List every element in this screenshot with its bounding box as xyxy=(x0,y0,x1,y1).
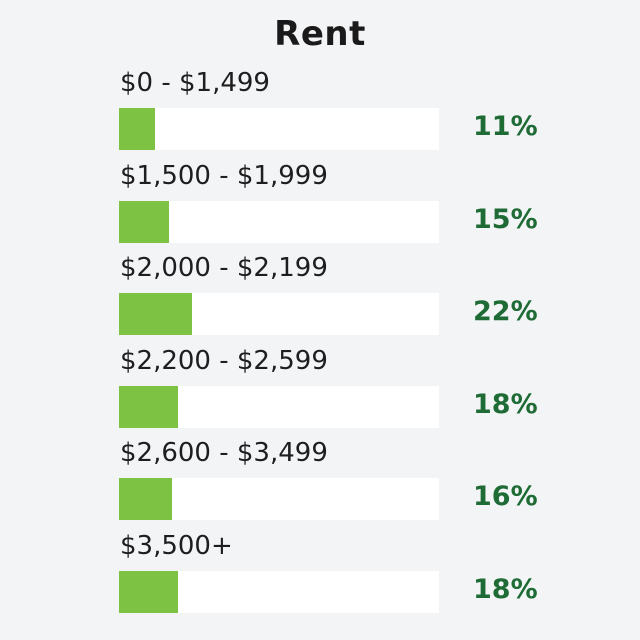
bar-fill xyxy=(119,108,156,150)
bar-fill xyxy=(119,293,192,335)
bar-track xyxy=(119,293,439,335)
bar-track xyxy=(119,570,439,613)
bar-value-label: 18% xyxy=(473,388,538,420)
bar-row: $1,500 - $1,999 15% xyxy=(0,161,640,251)
chart-title: Rent xyxy=(274,14,366,54)
bar-category-label: $2,600 - $3,499 xyxy=(120,438,328,468)
bar-row: $3,500+ 18% xyxy=(0,531,640,621)
bar-track xyxy=(119,108,439,150)
bar-row: $2,000 - $2,199 22% xyxy=(0,253,640,343)
bar-fill xyxy=(119,385,179,428)
bar-track xyxy=(119,478,439,520)
bar-track xyxy=(119,385,439,428)
bar-row: $2,600 - $3,499 16% xyxy=(0,438,640,528)
bar-category-label: $0 - $1,499 xyxy=(120,68,270,98)
bar-fill xyxy=(119,200,169,243)
bar-fill xyxy=(119,570,179,613)
bar-category-label: $1,500 - $1,999 xyxy=(120,160,328,191)
bar-fill xyxy=(119,478,172,520)
bar-value-label: 18% xyxy=(473,573,538,605)
bar-value-label: 11% xyxy=(473,111,538,142)
bar-category-label: $2,200 - $2,599 xyxy=(120,345,328,376)
bar-track xyxy=(119,200,439,243)
bar-value-label: 16% xyxy=(473,481,538,512)
bar-category-label: $2,000 - $2,199 xyxy=(120,253,328,283)
bar-row: $2,200 - $2,599 18% xyxy=(0,346,640,436)
bar-row: $0 - $1,499 11% xyxy=(0,68,640,158)
bar-value-label: 22% xyxy=(473,296,538,327)
bar-category-label: $3,500+ xyxy=(120,530,233,561)
bar-value-label: 15% xyxy=(473,203,538,235)
